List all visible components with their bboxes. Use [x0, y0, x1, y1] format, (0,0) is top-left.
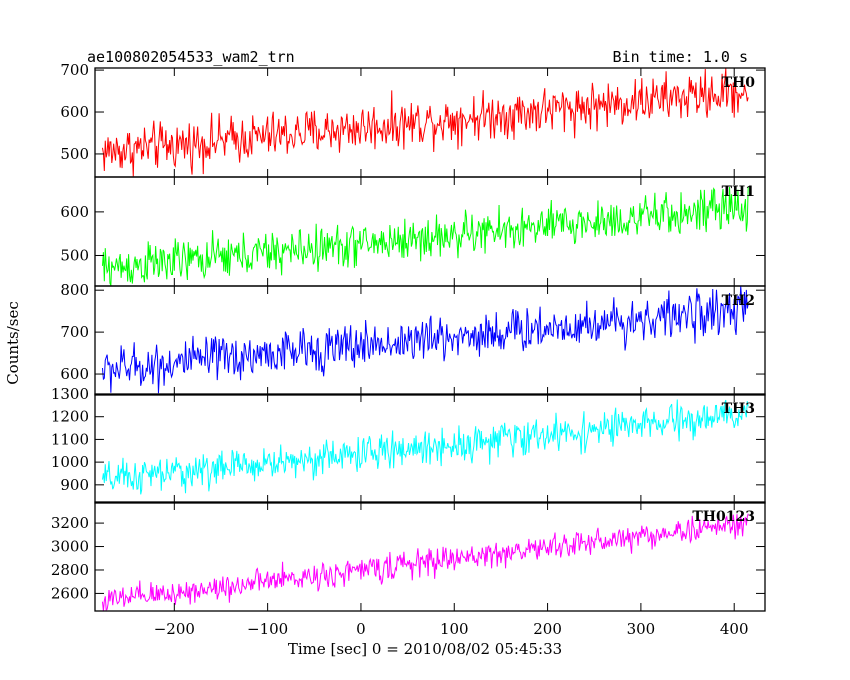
x-axis-label: Time [sec] 0 = 2010/08/02 05:45:33: [288, 640, 562, 658]
y-tick-label: 600: [60, 103, 89, 121]
x-tick-label: 300: [627, 620, 656, 638]
x-tick-label: 200: [533, 620, 562, 638]
y-tick-label: 1200: [51, 408, 89, 426]
y-tick-label: 500: [60, 246, 89, 264]
y-axis-label: Counts/sec: [4, 301, 22, 385]
x-tick-label: 400: [720, 620, 749, 638]
x-tick-label: −200: [154, 620, 195, 638]
y-tick-label: 800: [60, 281, 89, 299]
x-tick-label: 100: [440, 620, 469, 638]
y-tick-label: 700: [60, 61, 89, 79]
panel-th0: 500 600 700 TH0: [60, 61, 766, 178]
series-line-th1: [101, 186, 749, 286]
panel-label-th1: TH1: [722, 184, 755, 200]
series-line-th3: [101, 399, 749, 495]
panel-label-th0: TH0: [722, 75, 756, 91]
y-tick-label: 1300: [51, 385, 89, 403]
x-tick-label: 0: [356, 620, 366, 638]
y-tick-label: 1000: [51, 453, 89, 471]
series-line-th0: [101, 68, 749, 177]
y-tick-label: 500: [60, 145, 89, 163]
chart-title: ae100802054533_wam2_trn: [87, 48, 295, 66]
series-line-th0123: [101, 513, 749, 611]
panel-frame: [94, 393, 766, 504]
panel-label-th2: TH2: [722, 293, 755, 309]
panel-label-th3: TH3: [722, 401, 755, 417]
panel-th3: 900 1000 1100 1200 1300 TH3: [51, 385, 766, 504]
panel-frame: [94, 501, 766, 612]
y-tick-label: 900: [60, 476, 89, 494]
y-tick-label: 3000: [51, 538, 89, 556]
bin-time-label: Bin time: 1.0 s: [613, 48, 748, 66]
panel-th0123: 2600 2800 3000 3200 TH0123: [51, 501, 766, 612]
y-tick-label: 3200: [51, 514, 89, 532]
panel-th1: 500 600 TH1: [60, 176, 766, 287]
y-tick-label: 2800: [51, 561, 89, 579]
y-tick-label: 700: [60, 323, 89, 341]
y-tick-label: 600: [60, 365, 89, 383]
panel-label-th0123: TH0123: [692, 509, 755, 525]
panels-group: 500600700TH0500600TH1600700800TH29001000…: [51, 61, 766, 638]
y-tick-label: 1100: [51, 430, 89, 448]
series-line-th2: [101, 286, 749, 394]
panel-frame: [94, 285, 766, 396]
panel-th2: 600 700 800 TH2: [60, 281, 766, 396]
panel-frame: [94, 176, 766, 287]
x-tick-label: −100: [247, 620, 288, 638]
y-tick-label: 600: [60, 203, 89, 221]
y-tick-label: 2600: [51, 584, 89, 602]
